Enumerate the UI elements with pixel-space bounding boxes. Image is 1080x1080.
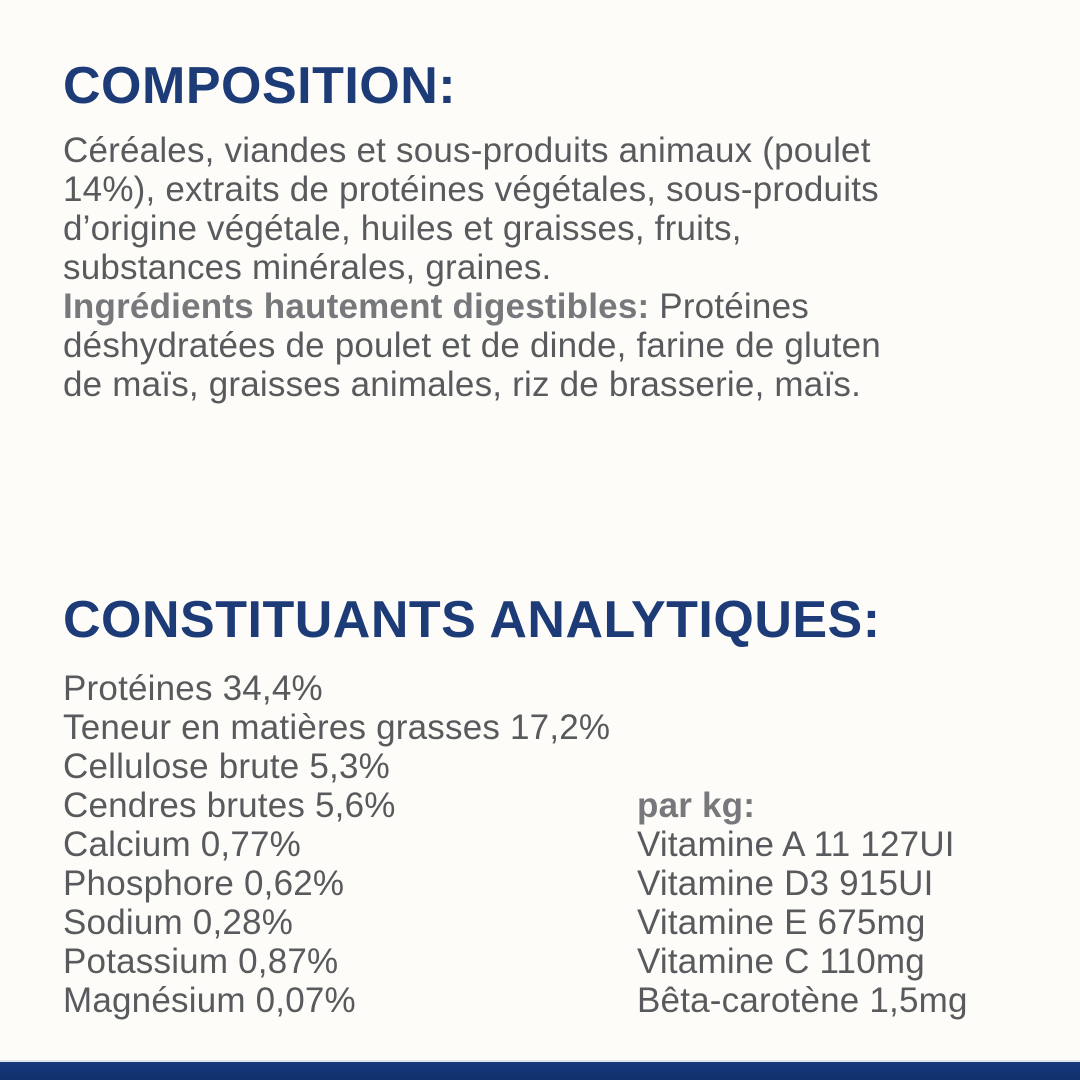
nutrient-row: Phosphore 0,62% — [63, 864, 345, 903]
composition-text: Céréales, viandes et sous-produits anima… — [63, 131, 1053, 404]
analytical-constituents-heading: CONSTITUANTS ANALYTIQUES: — [63, 591, 881, 649]
composition-line: Céréales, viandes et sous-produits anima… — [63, 131, 871, 170]
composition-line: 14%), extraits de protéines végétales, s… — [63, 170, 879, 209]
nutrient-row: Cellulose brute 5,3% — [63, 747, 390, 786]
vitamin-row: Vitamine E 675mg — [637, 903, 926, 942]
composition-line: substances minérales, graines. — [63, 248, 552, 287]
digestible-ingredients-label: Ingrédients hautement digestibles: — [63, 287, 650, 326]
digestible-ingredients-line: déshydratées de poulet et de dinde, fari… — [63, 326, 881, 365]
nutrient-row: Potassium 0,87% — [63, 942, 339, 981]
nutrient-row: Cendres brutes 5,6% — [63, 786, 396, 825]
nutrient-row: Sodium 0,28% — [63, 903, 294, 942]
per-kg-label: par kg: — [637, 786, 756, 825]
vitamin-row: Vitamine A 11 127UI — [637, 825, 955, 864]
vitamin-row: Vitamine C 110mg — [637, 942, 925, 981]
vitamin-row: Vitamine D3 915UI — [637, 864, 934, 903]
nutrient-row: Magnésium 0,07% — [63, 981, 356, 1020]
composition-heading: COMPOSITION: — [63, 57, 457, 115]
digestible-ingredients-line: de maïs, graisses animales, riz de brass… — [63, 365, 861, 404]
digestible-ingredients-inline-text: Protéines — [649, 287, 809, 326]
vitamin-row: Bêta-carotène 1,5mg — [637, 981, 968, 1020]
footer-bar — [0, 1060, 1080, 1080]
nutrient-row: Calcium 0,77% — [63, 825, 301, 864]
digestible-ingredients-line: Ingrédients hautement digestibles: Proté… — [63, 287, 1053, 326]
composition-line: d’origine végétale, huiles et graisses, … — [63, 209, 742, 248]
nutrient-row: Teneur en matières grasses 17,2% — [63, 708, 611, 747]
nutrients-list: Protéines 34,4% Teneur en matières grass… — [63, 669, 703, 1020]
vitamins-list: par kg: Vitamine A 11 127UI Vitamine D3 … — [637, 786, 1067, 1020]
nutrient-row: Protéines 34,4% — [63, 669, 323, 708]
